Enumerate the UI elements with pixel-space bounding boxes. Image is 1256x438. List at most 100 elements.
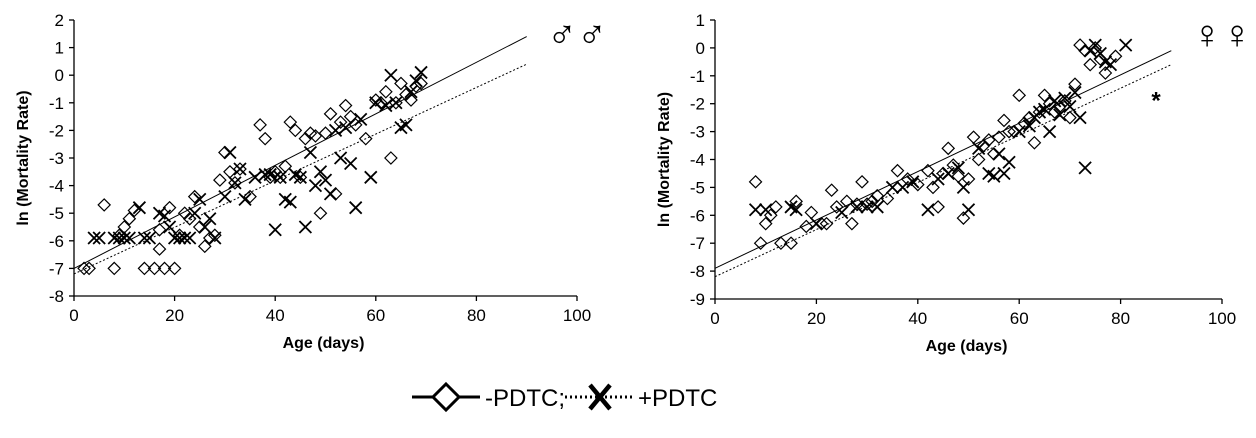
point-plus-pdtc	[344, 156, 358, 171]
y-tick-label: -7	[49, 259, 64, 278]
point-minus-pdtc	[880, 191, 895, 206]
point-minus-pdtc	[768, 200, 783, 214]
sex-symbol-label: ♀♀	[1192, 13, 1252, 57]
point-plus-pdtc	[414, 65, 428, 80]
point-minus-pdtc	[926, 180, 940, 195]
point-minus-pdtc	[1083, 57, 1098, 72]
point-plus-pdtc	[273, 170, 287, 184]
point-minus-pdtc	[946, 158, 961, 172]
point-plus-pdtc	[941, 166, 955, 181]
point-minus-pdtc	[137, 261, 152, 276]
point-minus-pdtc	[323, 106, 338, 121]
point-minus-pdtc	[804, 205, 819, 220]
point-plus-pdtc	[748, 203, 763, 217]
y-tick-label: -5	[690, 178, 705, 197]
point-minus-pdtc	[758, 216, 773, 231]
sex-symbol-label: ♂♂	[547, 13, 607, 57]
point-plus-pdtc	[233, 162, 247, 176]
point-plus-pdtc	[198, 220, 212, 234]
point-minus-pdtc	[283, 115, 298, 129]
point-plus-pdtc	[203, 212, 217, 226]
legend-plus-label: +PDTC	[638, 385, 717, 412]
panel-right-females: 0 20 40 60 80 100 -9 -8 -7 -6 -5 -4 -3 -2 -1 0 1 Age (day…	[656, 11, 1252, 355]
point-minus-pdtc	[77, 261, 91, 276]
point-plus-pdtc	[1068, 85, 1082, 100]
point-minus-pdtc	[1063, 110, 1077, 125]
x-tick-label: 80	[1111, 309, 1130, 328]
point-minus-pdtc	[966, 130, 981, 145]
y-tick-label: -4	[690, 151, 705, 170]
legend-diamond-marker	[430, 381, 462, 413]
point-minus-pdtc	[162, 200, 177, 215]
point-plus-pdtc	[921, 203, 935, 217]
point-plus-pdtc	[183, 231, 197, 245]
point-minus-pdtc	[97, 198, 112, 212]
point-plus-pdtc	[1093, 46, 1107, 61]
point-minus-pdtc	[799, 219, 814, 234]
point-minus-pdtc	[890, 163, 905, 178]
point-plus-pdtc	[107, 231, 121, 245]
point-minus-pdtc	[931, 200, 945, 214]
y-tick-label: -1	[49, 94, 64, 113]
y-tick-label: 2	[55, 11, 64, 30]
point-minus-pdtc	[865, 194, 880, 209]
y-tick-label: 0	[696, 39, 705, 58]
y-tick-label: -2	[690, 95, 705, 114]
point-plus-pdtc	[885, 180, 900, 195]
x-tick-label: 40	[908, 309, 927, 328]
point-plus-pdtc	[238, 192, 252, 207]
point-plus-pdtc	[167, 231, 182, 245]
point-plus-pdtc	[895, 180, 910, 195]
fit-line-plus-pdtc	[73, 63, 527, 275]
point-minus-pdtc	[1057, 94, 1072, 108]
x-tick-label: 60	[366, 306, 385, 325]
point-minus-pdtc	[197, 239, 212, 254]
point-minus-pdtc	[845, 216, 859, 231]
point-minus-pdtc	[855, 174, 869, 189]
point-minus-pdtc	[748, 174, 763, 189]
point-plus-pdtc	[956, 180, 971, 195]
point-minus-pdtc	[213, 173, 227, 187]
point-plus-pdtc	[132, 201, 147, 215]
point-minus-pdtc	[824, 183, 839, 198]
y-tick-label: -4	[49, 177, 64, 196]
point-plus-pdtc	[208, 231, 222, 245]
point-plus-pdtc	[409, 74, 423, 88]
point-minus-pdtc	[956, 211, 971, 225]
point-plus-pdtc	[223, 145, 237, 160]
point-minus-pdtc	[313, 206, 328, 221]
y-tick-label: -9	[690, 290, 705, 309]
point-plus-pdtc	[333, 151, 348, 165]
y-tick-label: -6	[690, 206, 705, 225]
x-tick-label: 0	[69, 306, 78, 325]
point-plus-pdtc	[268, 223, 282, 237]
point-plus-pdtc	[142, 231, 157, 245]
panel-left-males: 0 20 40 60 80 100 -8 -7 -6 -5 -4 -3 -2 -1 0 1 2 Age (days…	[15, 11, 607, 352]
point-plus-pdtc	[349, 201, 363, 215]
point-minus-pdtc	[1002, 124, 1016, 139]
point-minus-pdtc	[1027, 135, 1042, 150]
y-tick-label: 1	[696, 11, 705, 30]
point-plus-pdtc	[193, 192, 207, 207]
fit-line-plus-pdtc	[714, 64, 1172, 278]
y-tick-label: -7	[690, 234, 705, 253]
x-axis-title: Age (days)	[926, 338, 1008, 355]
point-plus-pdtc	[1063, 99, 1077, 114]
point-plus-pdtc	[1119, 38, 1133, 52]
point-plus-pdtc	[228, 176, 242, 190]
point-minus-pdtc	[981, 133, 996, 147]
point-plus-pdtc	[1002, 155, 1016, 169]
x-tick-label: 40	[266, 306, 285, 325]
fit-line-minus-pdtc	[73, 36, 527, 269]
point-minus-pdtc	[819, 216, 834, 231]
point-plus-pdtc	[303, 145, 318, 160]
y-tick-label: -3	[49, 149, 64, 168]
point-plus-pdtc	[835, 205, 849, 220]
point-minus-pdtc	[971, 152, 986, 167]
point-plus-pdtc	[328, 123, 343, 138]
y-tick-label: 1	[55, 39, 64, 58]
point-minus-pdtc	[784, 236, 798, 251]
point-plus-pdtc	[379, 98, 393, 113]
point-minus-pdtc	[333, 115, 348, 129]
point-minus-pdtc	[82, 261, 96, 276]
